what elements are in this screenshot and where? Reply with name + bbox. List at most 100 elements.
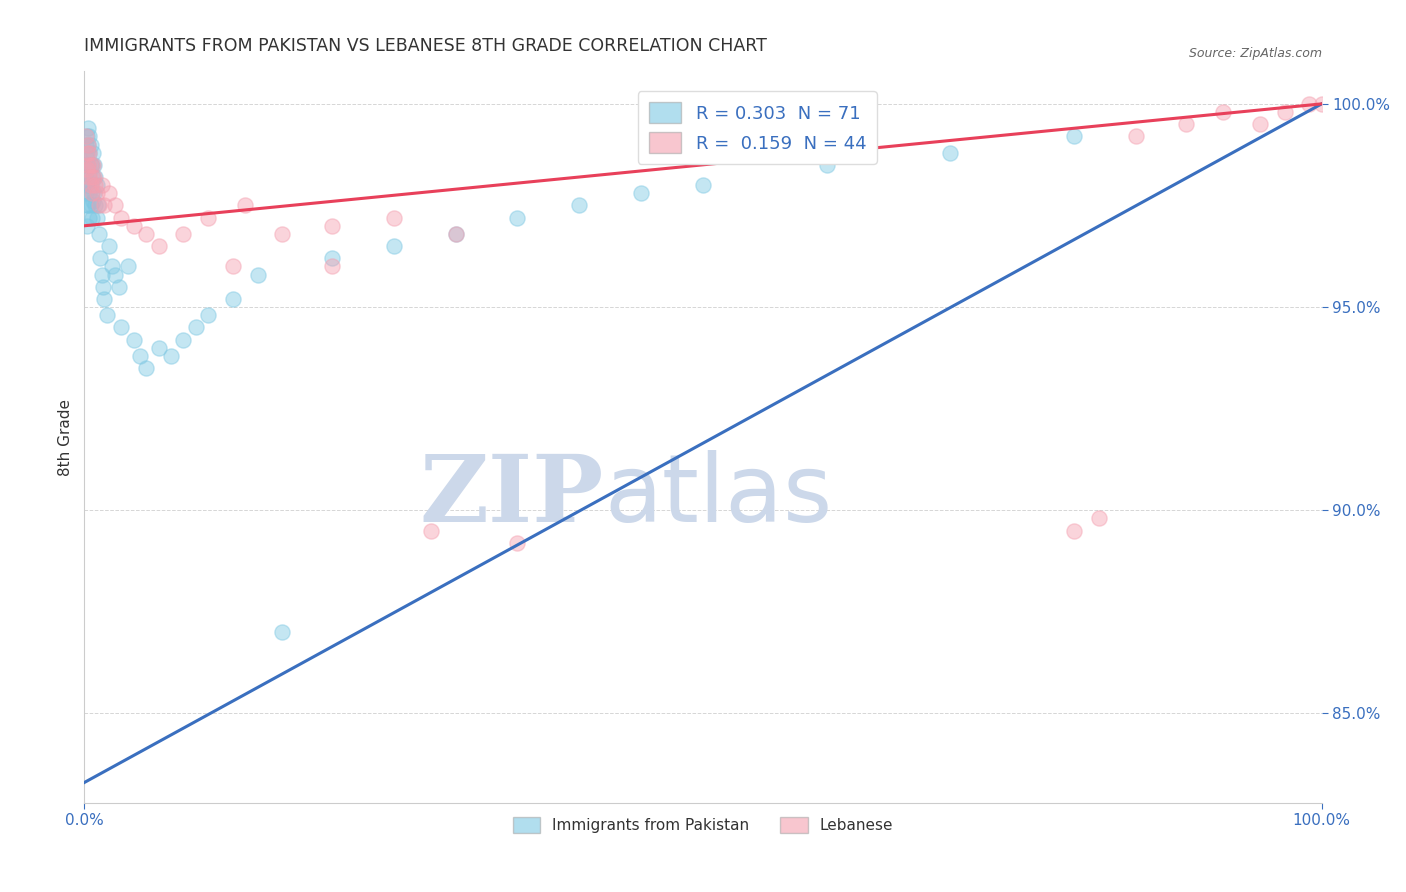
Point [86,178,108,193]
Point [184,320,207,334]
Point [104,268,127,282]
Point [76,145,98,160]
Point [1088,511,1111,525]
Point [444,227,467,241]
Point [79,178,101,193]
Point [89,227,111,241]
Point [76,158,98,172]
Point [79,186,101,201]
Point [222,260,245,274]
Y-axis label: 8th Grade: 8th Grade [58,399,73,475]
Point [1063,524,1085,538]
Legend: Immigrants from Pakistan, Lebanese: Immigrants from Pakistan, Lebanese [506,811,900,839]
Point [79,211,101,225]
Point [197,211,219,225]
Point [76,178,98,193]
Point [84,198,107,212]
Point [246,268,269,282]
Point [80,186,103,201]
Point [77,137,100,152]
Point [148,239,170,253]
Point [321,260,343,274]
Point [90,178,112,193]
Point [382,211,405,225]
Point [79,137,101,152]
Point [82,158,104,172]
Point [172,333,194,347]
Point [100,260,122,274]
Point [568,198,591,212]
Point [117,260,139,274]
Point [222,292,245,306]
Point [96,308,118,322]
Point [89,198,111,212]
Point [79,158,101,172]
Point [122,333,145,347]
Point [77,178,100,193]
Point [82,194,104,209]
Point [76,129,98,144]
Point [79,145,101,160]
Text: ZIP: ZIP [420,450,605,541]
Point [321,252,343,266]
Point [80,211,103,225]
Point [135,227,157,241]
Point [90,268,112,282]
Point [1274,105,1296,120]
Point [1212,105,1234,120]
Point [939,145,962,160]
Point [75,186,97,201]
Point [79,198,101,212]
Point [77,198,100,212]
Point [80,169,103,184]
Point [321,219,343,233]
Point [1125,129,1147,144]
Point [104,198,127,212]
Point [80,158,103,172]
Point [506,535,529,549]
Point [83,186,105,201]
Point [75,158,97,172]
Point [75,129,97,144]
Point [93,292,115,306]
Point [79,145,101,160]
Point [86,186,108,201]
Point [122,219,145,233]
Point [1310,96,1333,111]
Point [271,227,294,241]
Point [83,158,105,172]
Text: atlas: atlas [605,450,832,541]
Point [692,178,714,193]
Point [271,625,294,640]
Text: Source: ZipAtlas.com: Source: ZipAtlas.com [1188,47,1322,61]
Point [82,145,104,160]
Point [630,186,652,201]
Point [815,158,838,172]
Point [77,158,100,172]
Point [80,186,103,201]
Point [82,169,104,184]
Point [1298,96,1320,111]
Point [79,169,101,184]
Point [129,349,152,363]
Point [172,227,194,241]
Point [110,211,132,225]
Point [84,178,107,193]
Point [506,211,529,225]
Point [197,308,219,322]
Point [79,158,101,172]
Point [76,161,98,176]
Point [148,341,170,355]
Point [77,137,100,152]
Point [110,320,132,334]
Point [75,137,97,152]
Point [160,349,183,363]
Point [135,361,157,376]
Point [76,145,98,160]
Point [98,239,121,253]
Point [75,150,97,164]
Point [1063,129,1085,144]
Point [444,227,467,241]
Point [108,279,131,293]
Point [79,129,101,144]
